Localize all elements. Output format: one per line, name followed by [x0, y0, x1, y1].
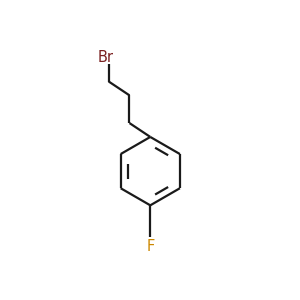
Text: Br: Br	[97, 50, 113, 65]
Text: F: F	[146, 239, 154, 254]
